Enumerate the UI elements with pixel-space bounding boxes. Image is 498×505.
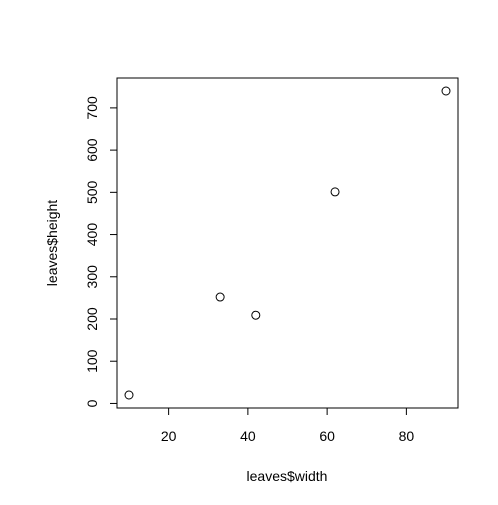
x-tick-label-80: 80 xyxy=(399,428,415,444)
y-tick-label-0: 0 xyxy=(84,399,100,407)
y-tick-label-700: 700 xyxy=(84,96,100,120)
y-tick-label-500: 500 xyxy=(84,180,100,204)
y-axis-label: leaves$height xyxy=(44,200,60,287)
data-points xyxy=(125,87,450,399)
x-tick-label-20: 20 xyxy=(161,428,177,444)
data-point-3 xyxy=(252,311,260,319)
y-tick-label-400: 400 xyxy=(84,223,100,247)
data-point-2 xyxy=(216,293,224,301)
plot-box xyxy=(117,78,458,408)
y-tick-label-600: 600 xyxy=(84,138,100,162)
x-tick-label-60: 60 xyxy=(319,428,335,444)
y-axis: 0 100 200 300 400 500 600 700 xyxy=(84,96,117,407)
x-tick-label-40: 40 xyxy=(240,428,256,444)
data-point-1 xyxy=(125,391,133,399)
y-tick-label-300: 300 xyxy=(84,265,100,289)
data-point-4 xyxy=(331,188,339,196)
y-tick-label-200: 200 xyxy=(84,307,100,331)
x-axis-label: leaves$width xyxy=(247,468,328,484)
data-point-5 xyxy=(442,87,450,95)
y-tick-label-100: 100 xyxy=(84,349,100,373)
x-axis: 20 40 60 80 xyxy=(161,408,415,444)
